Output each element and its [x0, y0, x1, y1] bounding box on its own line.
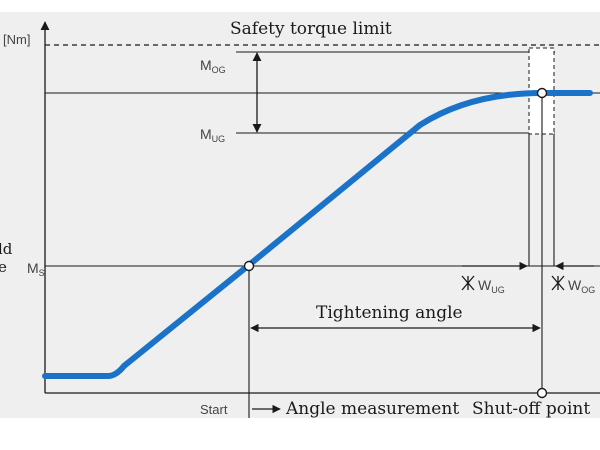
ms-label: MS: [27, 260, 45, 278]
wug-label: WUG: [478, 277, 505, 295]
angle-measurement-label: Angle measurement: [285, 399, 459, 419]
shutoff-point-label: Shut-off point: [472, 399, 590, 419]
wug-angle-icon: [461, 275, 475, 291]
unit-label: [Nm]: [3, 32, 30, 47]
start-label: Start: [200, 402, 228, 417]
left-fragment-label-1: ld: [0, 240, 13, 258]
diagram-background: [0, 12, 600, 418]
mog-label: MOG: [200, 57, 226, 75]
wog-label: WOG: [568, 277, 595, 295]
wog-angle-icon: [551, 275, 565, 291]
threshold-point-marker: [243, 260, 255, 272]
left-fragment-label-2: e: [0, 258, 7, 276]
final-torque-point-marker: [536, 87, 548, 99]
mug-label: MUG: [200, 126, 225, 144]
safety-torque-limit-label: Safety torque limit: [230, 19, 392, 39]
torque-curve: [42, 90, 593, 379]
shutoff-point-marker: [536, 387, 548, 399]
tightening-angle-label: Tightening angle: [316, 303, 463, 323]
